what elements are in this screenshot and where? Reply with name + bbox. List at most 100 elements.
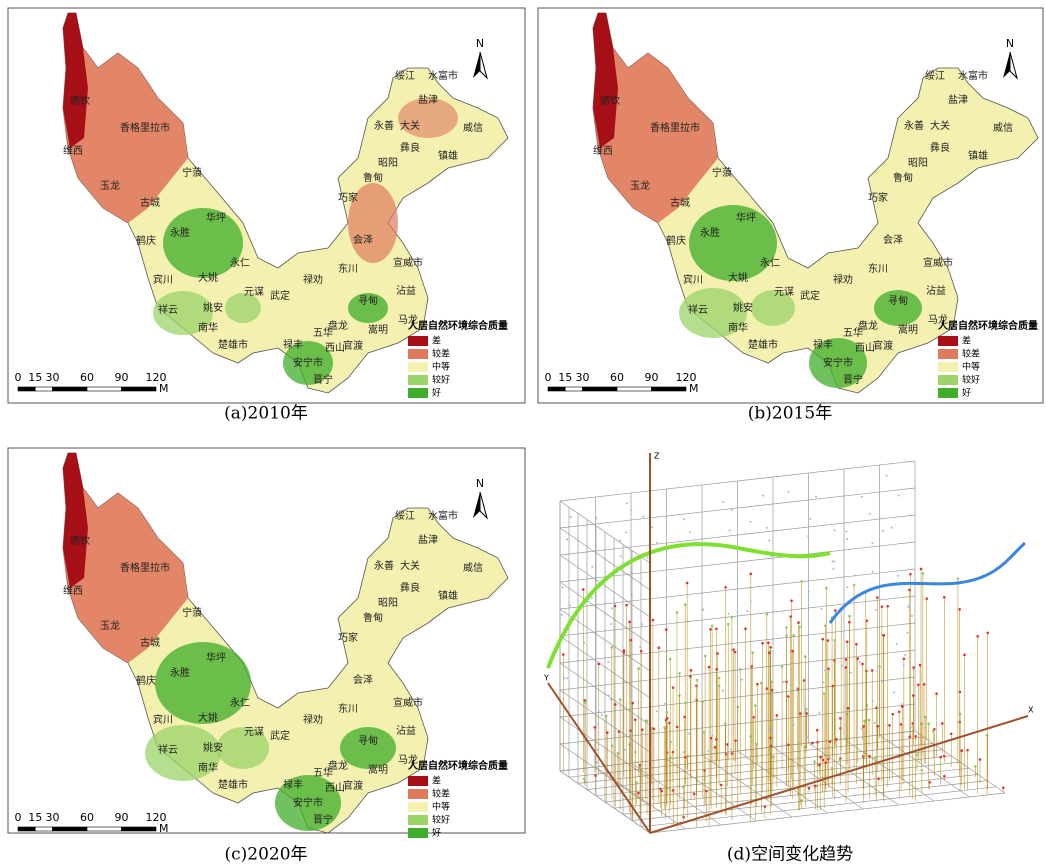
sample-point: [619, 698, 622, 701]
projection-point: [876, 670, 878, 672]
sample-point: [676, 726, 679, 729]
projection-point: [824, 670, 826, 672]
sample-point: [787, 743, 790, 746]
place-label: 姚安: [203, 741, 223, 754]
scale-label: 0: [15, 811, 22, 824]
sample-point: [683, 716, 686, 719]
projection-point: [832, 560, 834, 562]
sample-point: [718, 677, 721, 680]
sample-point: [629, 639, 632, 642]
scale-label: 60: [610, 371, 624, 384]
projection-point: [619, 540, 621, 542]
place-label: 彝良: [400, 141, 420, 154]
sample-point: [755, 743, 758, 746]
sample-point: [959, 713, 962, 716]
sample-point: [727, 623, 730, 626]
figure: (a)2010年 (b)2015年 (c)2020年 (d)空间变化趋势 德钦香…: [0, 0, 1046, 868]
projection-point: [731, 509, 733, 511]
projection-point: [741, 679, 743, 681]
sample-point: [909, 573, 912, 576]
x-axis: [650, 716, 1028, 833]
place-label: 古城: [670, 196, 690, 209]
place-label: 南华: [198, 761, 218, 774]
projection-point: [820, 608, 822, 610]
projection-point: [566, 538, 568, 540]
sample-point: [732, 648, 735, 651]
sample-point: [770, 680, 773, 683]
sample-point: [715, 668, 718, 671]
place-label: 姚安: [203, 301, 223, 314]
sample-point: [816, 729, 819, 732]
trend-panel: ZYX: [543, 452, 1034, 834]
projection-point: [729, 530, 731, 532]
sample-point: [799, 712, 802, 715]
sample-point: [853, 584, 856, 587]
place-label: 水富市: [428, 69, 458, 82]
sample-point: [772, 755, 775, 758]
legend-label: 好: [432, 387, 441, 399]
place-label: 昭阳: [908, 157, 928, 169]
sample-point: [903, 657, 906, 660]
sample-point: [986, 632, 989, 635]
place-label: 鲁甸: [893, 171, 913, 184]
sample-point: [726, 743, 729, 746]
sample-point: [766, 687, 769, 690]
projection-point: [909, 604, 911, 606]
legend-swatch: [938, 388, 958, 398]
projection-point: [903, 664, 905, 666]
place-label: 沾益: [396, 724, 416, 737]
sample-point: [678, 672, 681, 675]
place-label: 寻甸: [358, 734, 378, 747]
place-label: 巧家: [338, 191, 358, 204]
sample-point: [684, 603, 687, 606]
projection-point: [898, 495, 900, 497]
place-label: 盘龙: [328, 319, 348, 332]
place-label: 宾川: [683, 273, 703, 286]
projection-point: [871, 542, 873, 544]
projection-point: [596, 749, 598, 751]
projection-point: [875, 609, 877, 611]
sample-point: [665, 628, 668, 631]
sample-point: [835, 738, 838, 741]
sample-point: [682, 816, 685, 819]
place-label: 镇雄: [438, 589, 458, 602]
projection-point: [670, 741, 672, 743]
sample-point: [631, 702, 634, 705]
sample-point: [684, 702, 687, 705]
sample-point: [734, 739, 737, 742]
sample-point: [957, 577, 960, 580]
projection-point: [881, 518, 883, 520]
place-label: 盐津: [418, 93, 438, 106]
sample-point: [724, 722, 727, 725]
sample-point: [750, 573, 753, 576]
sample-point: [715, 628, 718, 631]
sample-point: [960, 749, 963, 752]
place-label: 大关: [400, 119, 420, 132]
projection-point: [722, 501, 724, 503]
projection-point: [614, 602, 616, 604]
north-label: N: [1006, 37, 1014, 50]
sample-point: [594, 726, 597, 729]
place-label: 昭阳: [378, 597, 398, 609]
sample-point: [769, 646, 772, 649]
projection-point: [911, 615, 913, 617]
legend-label: 较好: [962, 374, 980, 386]
projection-point: [872, 700, 874, 702]
place-label: 元谋: [244, 726, 264, 738]
sample-point: [718, 685, 721, 688]
scale-unit: M: [689, 382, 699, 395]
scale-segment: [583, 387, 618, 391]
projection-point: [815, 496, 817, 498]
sample-point: [814, 785, 817, 788]
north-label: N: [476, 37, 484, 50]
projection-point: [891, 527, 893, 529]
sample-point: [659, 788, 662, 791]
place-label: 水富市: [428, 509, 458, 522]
projection-point: [818, 711, 820, 713]
projection-point: [874, 722, 876, 724]
place-label: 武定: [800, 289, 820, 302]
projection-point: [869, 513, 871, 515]
sample-point: [682, 786, 685, 789]
scale-label: 60: [80, 371, 94, 384]
sample-point: [731, 616, 734, 619]
